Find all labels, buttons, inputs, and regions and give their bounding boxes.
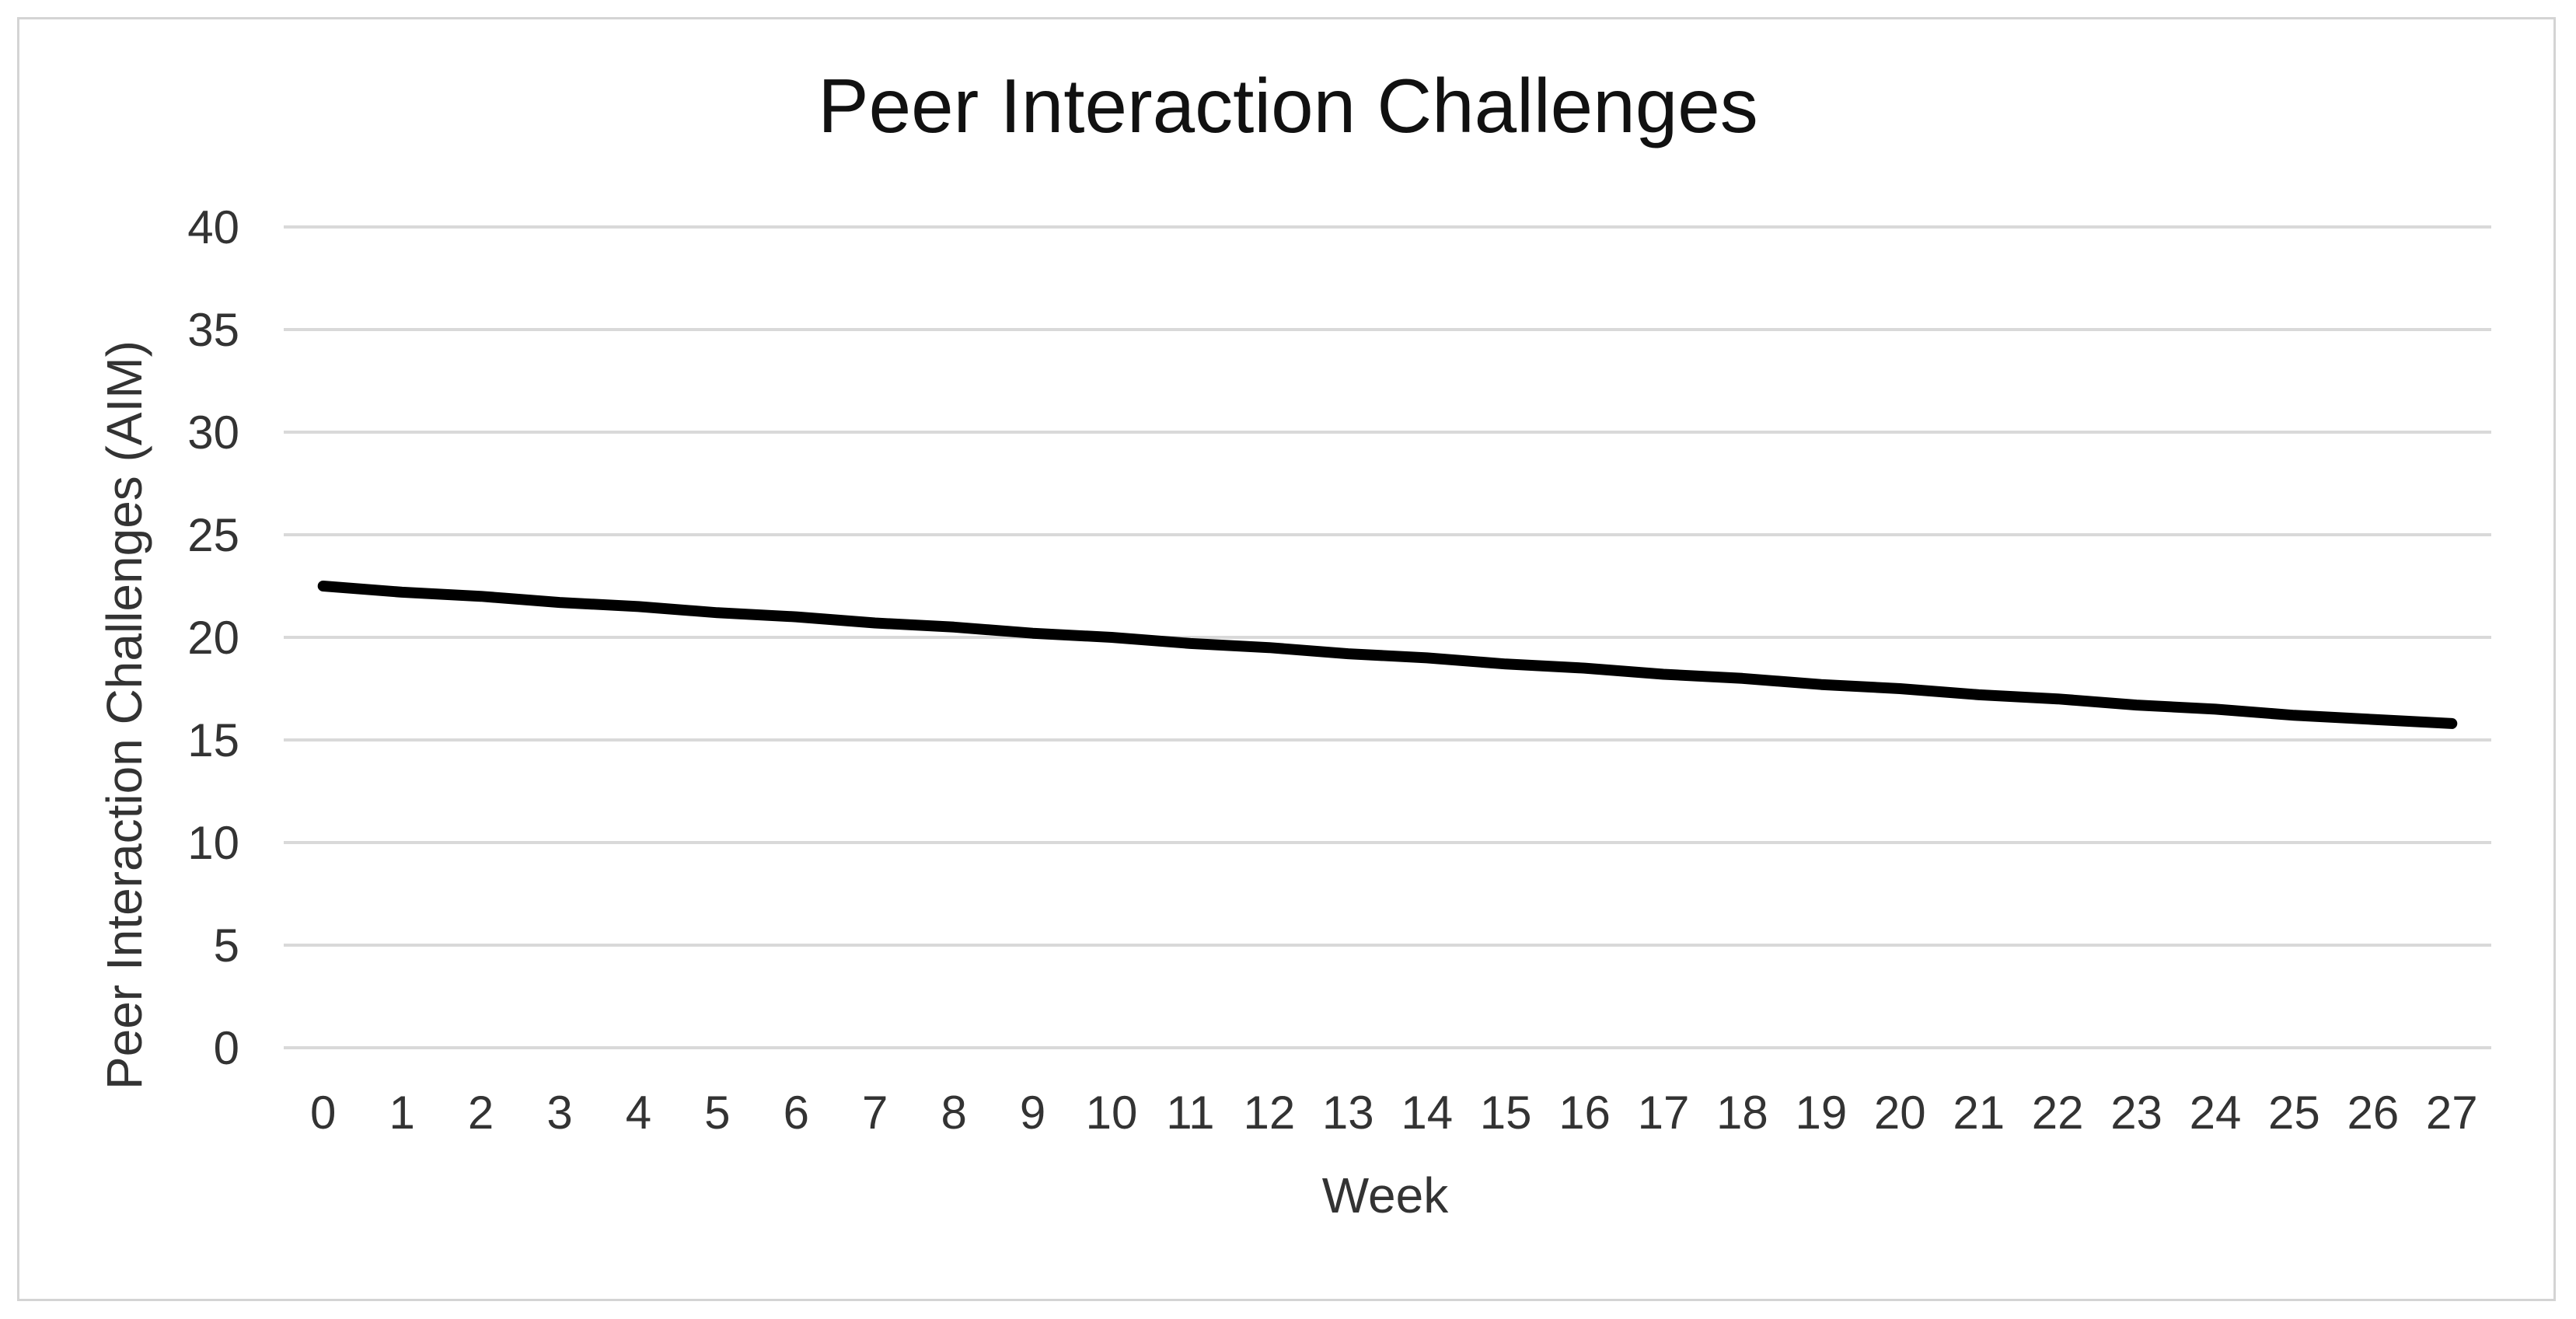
- chart-title: Peer Interaction Challenges: [818, 63, 1757, 148]
- y-tick-label: 40: [187, 201, 239, 253]
- gridlines: [284, 225, 2491, 1049]
- x-tick-label: 26: [2347, 1087, 2399, 1139]
- y-tick-label: 15: [187, 714, 239, 766]
- y-tick-label: 5: [214, 919, 239, 972]
- x-tick-label: 6: [784, 1087, 809, 1139]
- x-tick-label: 27: [2426, 1087, 2478, 1139]
- y-tick-label: 20: [187, 612, 239, 664]
- x-tick-label: 0: [310, 1087, 336, 1139]
- x-tick-label: 4: [626, 1087, 651, 1139]
- x-tick-label: 8: [941, 1087, 966, 1139]
- x-tick-label: 2: [468, 1087, 494, 1139]
- x-tick-label: 1: [389, 1087, 414, 1139]
- y-tick-label: 35: [187, 304, 239, 356]
- y-axis-ticks: 0 5 10 15 20 25 30 35 40: [187, 201, 239, 1074]
- x-axis-ticks: 0 1 2 3 4 5 6 7 8 9 10 11 12 13 14 15 16 17 18 19 20 21 22 23 24…: [310, 1087, 2478, 1139]
- y-tick-label: 10: [187, 817, 239, 869]
- x-tick-label: 7: [862, 1087, 888, 1139]
- x-tick-label: 10: [1086, 1087, 1138, 1139]
- series-lines: [317, 581, 2458, 729]
- chart-frame: [17, 17, 2556, 1301]
- x-axis-title: Week: [1322, 1167, 1449, 1223]
- y-tick-label: 30: [187, 407, 239, 459]
- x-tick-label: 19: [1795, 1087, 1847, 1139]
- x-tick-label: 11: [1166, 1087, 1214, 1139]
- y-axis-title: Peer Interaction Challenges (AIM): [96, 340, 152, 1090]
- x-tick-label: 17: [1638, 1087, 1690, 1139]
- series-line-0: [317, 581, 2458, 729]
- x-tick-label: 20: [1874, 1087, 1926, 1139]
- x-tick-label: 16: [1559, 1087, 1611, 1139]
- x-tick-label: 3: [546, 1087, 572, 1139]
- x-tick-label: 25: [2268, 1087, 2320, 1139]
- x-tick-label: 23: [2110, 1087, 2162, 1139]
- x-tick-label: 5: [704, 1087, 730, 1139]
- x-tick-label: 18: [1716, 1087, 1768, 1139]
- x-tick-label: 13: [1322, 1087, 1374, 1139]
- x-tick-label: 14: [1401, 1087, 1453, 1139]
- x-tick-label: 9: [1020, 1087, 1045, 1139]
- x-tick-label: 21: [1953, 1087, 2005, 1139]
- x-tick-label: 12: [1243, 1087, 1295, 1139]
- y-tick-label: 25: [187, 509, 239, 561]
- x-tick-label: 24: [2190, 1087, 2242, 1139]
- y-tick-label: 0: [214, 1022, 239, 1074]
- x-tick-label: 15: [1480, 1087, 1532, 1139]
- x-tick-label: 22: [2032, 1087, 2084, 1139]
